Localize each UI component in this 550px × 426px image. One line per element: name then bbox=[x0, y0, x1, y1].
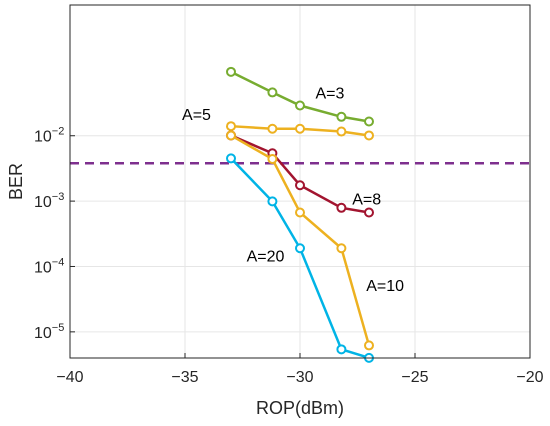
grid-lines bbox=[70, 5, 530, 358]
data-point bbox=[226, 153, 236, 164]
x-tick-label: −20 bbox=[516, 369, 543, 386]
x-tick-labels: −40 −35 −30 −25 −20 bbox=[56, 353, 544, 386]
data-point bbox=[364, 130, 374, 141]
data-point bbox=[295, 207, 305, 218]
y-tick-label: 10−2 bbox=[34, 126, 64, 146]
data-point bbox=[336, 202, 347, 213]
x-axis-label: ROP(dBm) bbox=[256, 398, 344, 418]
annotation-label: A=8 bbox=[352, 192, 381, 209]
data-point bbox=[295, 243, 305, 254]
data-point bbox=[226, 66, 236, 77]
data-point bbox=[267, 154, 278, 165]
data-point bbox=[364, 116, 374, 127]
series-4 bbox=[226, 130, 374, 351]
data-point bbox=[295, 100, 305, 111]
data-point bbox=[336, 243, 347, 254]
data-point bbox=[364, 340, 374, 351]
x-tick-label: −25 bbox=[401, 369, 428, 386]
y-tick-label: 10−5 bbox=[34, 322, 64, 342]
data-point bbox=[226, 121, 236, 132]
series-2 bbox=[226, 121, 374, 141]
series-group bbox=[226, 66, 374, 363]
data-point bbox=[226, 130, 236, 141]
series-5 bbox=[226, 153, 374, 363]
annotation-label: A=20 bbox=[247, 248, 285, 265]
data-point bbox=[364, 207, 374, 218]
data-point bbox=[295, 180, 305, 191]
y-tick-labels: 10−5 10−4 10−3 10−2 bbox=[34, 126, 75, 342]
data-point bbox=[267, 87, 278, 98]
annotation-label: A=3 bbox=[315, 86, 344, 103]
annotation-label: A=10 bbox=[366, 278, 404, 295]
y-tick-label: 10−4 bbox=[34, 256, 64, 276]
x-tick-label: −40 bbox=[56, 369, 83, 386]
y-tick-label: 10−3 bbox=[34, 191, 64, 211]
data-point bbox=[336, 344, 347, 355]
data-point bbox=[267, 196, 278, 207]
data-point bbox=[295, 123, 305, 134]
data-point bbox=[267, 123, 278, 134]
x-tick-label: −35 bbox=[171, 369, 198, 386]
series-1 bbox=[226, 66, 374, 127]
annotations: A=3 A=5 A=8 A=20 A=10 bbox=[182, 86, 404, 296]
x-tick-label: −30 bbox=[286, 369, 313, 386]
data-point bbox=[336, 111, 347, 122]
y-axis-label: BER bbox=[6, 163, 26, 200]
annotation-label: A=5 bbox=[182, 107, 211, 124]
data-point bbox=[336, 126, 347, 137]
